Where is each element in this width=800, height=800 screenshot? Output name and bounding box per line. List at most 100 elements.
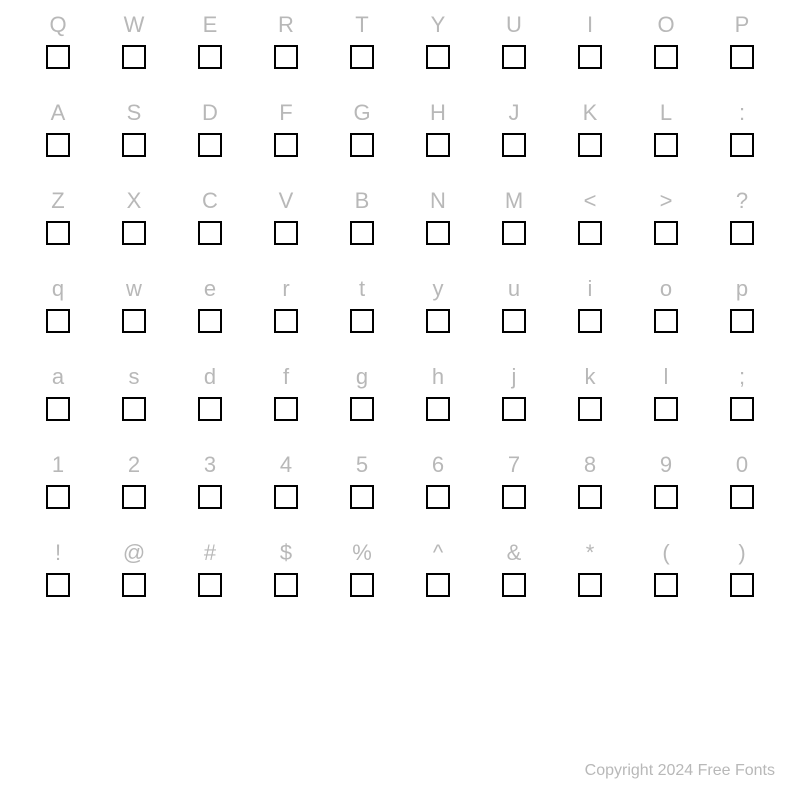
char-label: R bbox=[278, 5, 294, 45]
char-label: S bbox=[127, 93, 142, 133]
char-cell: h bbox=[400, 357, 476, 445]
char-label: 5 bbox=[356, 445, 368, 485]
char-cell: F bbox=[248, 93, 324, 181]
char-cell: 9 bbox=[628, 445, 704, 533]
glyph-box bbox=[502, 397, 526, 421]
glyph-box bbox=[426, 573, 450, 597]
char-label: L bbox=[660, 93, 672, 133]
glyph-box bbox=[502, 309, 526, 333]
char-label: Y bbox=[431, 5, 446, 45]
glyph-box bbox=[122, 485, 146, 509]
glyph-box bbox=[578, 397, 602, 421]
glyph-box bbox=[654, 309, 678, 333]
glyph-box bbox=[122, 133, 146, 157]
char-cell: a bbox=[20, 357, 96, 445]
char-cell: A bbox=[20, 93, 96, 181]
glyph-box bbox=[502, 573, 526, 597]
glyph-box bbox=[578, 133, 602, 157]
char-label: 7 bbox=[508, 445, 520, 485]
glyph-box bbox=[198, 309, 222, 333]
glyph-box bbox=[350, 221, 374, 245]
glyph-box bbox=[730, 309, 754, 333]
char-cell: K bbox=[552, 93, 628, 181]
char-label: 9 bbox=[660, 445, 672, 485]
char-label: 0 bbox=[736, 445, 748, 485]
glyph-box bbox=[198, 221, 222, 245]
glyph-box bbox=[198, 485, 222, 509]
char-label: P bbox=[735, 5, 750, 45]
char-cell: 2 bbox=[96, 445, 172, 533]
char-cell: L bbox=[628, 93, 704, 181]
char-cell: B bbox=[324, 181, 400, 269]
glyph-box bbox=[578, 485, 602, 509]
char-cell: V bbox=[248, 181, 324, 269]
char-cell: Y bbox=[400, 5, 476, 93]
char-cell: U bbox=[476, 5, 552, 93]
char-cell: ) bbox=[704, 533, 780, 621]
glyph-box bbox=[350, 45, 374, 69]
char-cell: ^ bbox=[400, 533, 476, 621]
char-cell: E bbox=[172, 5, 248, 93]
char-cell: g bbox=[324, 357, 400, 445]
char-cell: J bbox=[476, 93, 552, 181]
char-cell: C bbox=[172, 181, 248, 269]
char-label: ! bbox=[55, 533, 61, 573]
glyph-box bbox=[198, 133, 222, 157]
glyph-box bbox=[122, 397, 146, 421]
char-label: 4 bbox=[280, 445, 292, 485]
char-label: E bbox=[203, 5, 218, 45]
char-cell: ! bbox=[20, 533, 96, 621]
char-label: ; bbox=[739, 357, 745, 397]
char-label: V bbox=[279, 181, 294, 221]
char-label: D bbox=[202, 93, 218, 133]
char-label: f bbox=[283, 357, 289, 397]
glyph-box bbox=[730, 485, 754, 509]
char-cell: w bbox=[96, 269, 172, 357]
char-label: T bbox=[355, 5, 368, 45]
glyph-box bbox=[198, 573, 222, 597]
char-cell: 0 bbox=[704, 445, 780, 533]
char-label: B bbox=[355, 181, 370, 221]
char-cell: 1 bbox=[20, 445, 96, 533]
char-label: h bbox=[432, 357, 444, 397]
char-cell: % bbox=[324, 533, 400, 621]
char-label: * bbox=[586, 533, 595, 573]
char-cell: u bbox=[476, 269, 552, 357]
glyph-box bbox=[730, 45, 754, 69]
char-label: w bbox=[126, 269, 142, 309]
char-label: $ bbox=[280, 533, 292, 573]
glyph-box bbox=[502, 221, 526, 245]
glyph-box bbox=[426, 309, 450, 333]
glyph-box bbox=[198, 45, 222, 69]
char-cell: : bbox=[704, 93, 780, 181]
glyph-box bbox=[502, 45, 526, 69]
char-label: a bbox=[52, 357, 64, 397]
char-label: W bbox=[124, 5, 145, 45]
char-cell: N bbox=[400, 181, 476, 269]
char-cell: ( bbox=[628, 533, 704, 621]
char-cell: 5 bbox=[324, 445, 400, 533]
char-label: A bbox=[51, 93, 66, 133]
char-cell: Q bbox=[20, 5, 96, 93]
character-map-grid: QWERTYUIOPASDFGHJKL:ZXCVBNM<>?qwertyuiop… bbox=[0, 0, 800, 621]
char-cell: & bbox=[476, 533, 552, 621]
char-label: : bbox=[739, 93, 745, 133]
glyph-box bbox=[122, 45, 146, 69]
glyph-box bbox=[350, 573, 374, 597]
char-label: ^ bbox=[433, 533, 443, 573]
char-label: 1 bbox=[52, 445, 64, 485]
char-label: j bbox=[512, 357, 517, 397]
char-cell: > bbox=[628, 181, 704, 269]
char-label: G bbox=[353, 93, 370, 133]
char-label: < bbox=[584, 181, 597, 221]
char-label: F bbox=[279, 93, 292, 133]
char-label: y bbox=[433, 269, 444, 309]
glyph-box bbox=[578, 573, 602, 597]
char-label: Q bbox=[49, 5, 66, 45]
glyph-box bbox=[46, 485, 70, 509]
char-label: r bbox=[282, 269, 289, 309]
char-label: O bbox=[657, 5, 674, 45]
char-cell: f bbox=[248, 357, 324, 445]
char-label: H bbox=[430, 93, 446, 133]
char-label: ) bbox=[738, 533, 745, 573]
